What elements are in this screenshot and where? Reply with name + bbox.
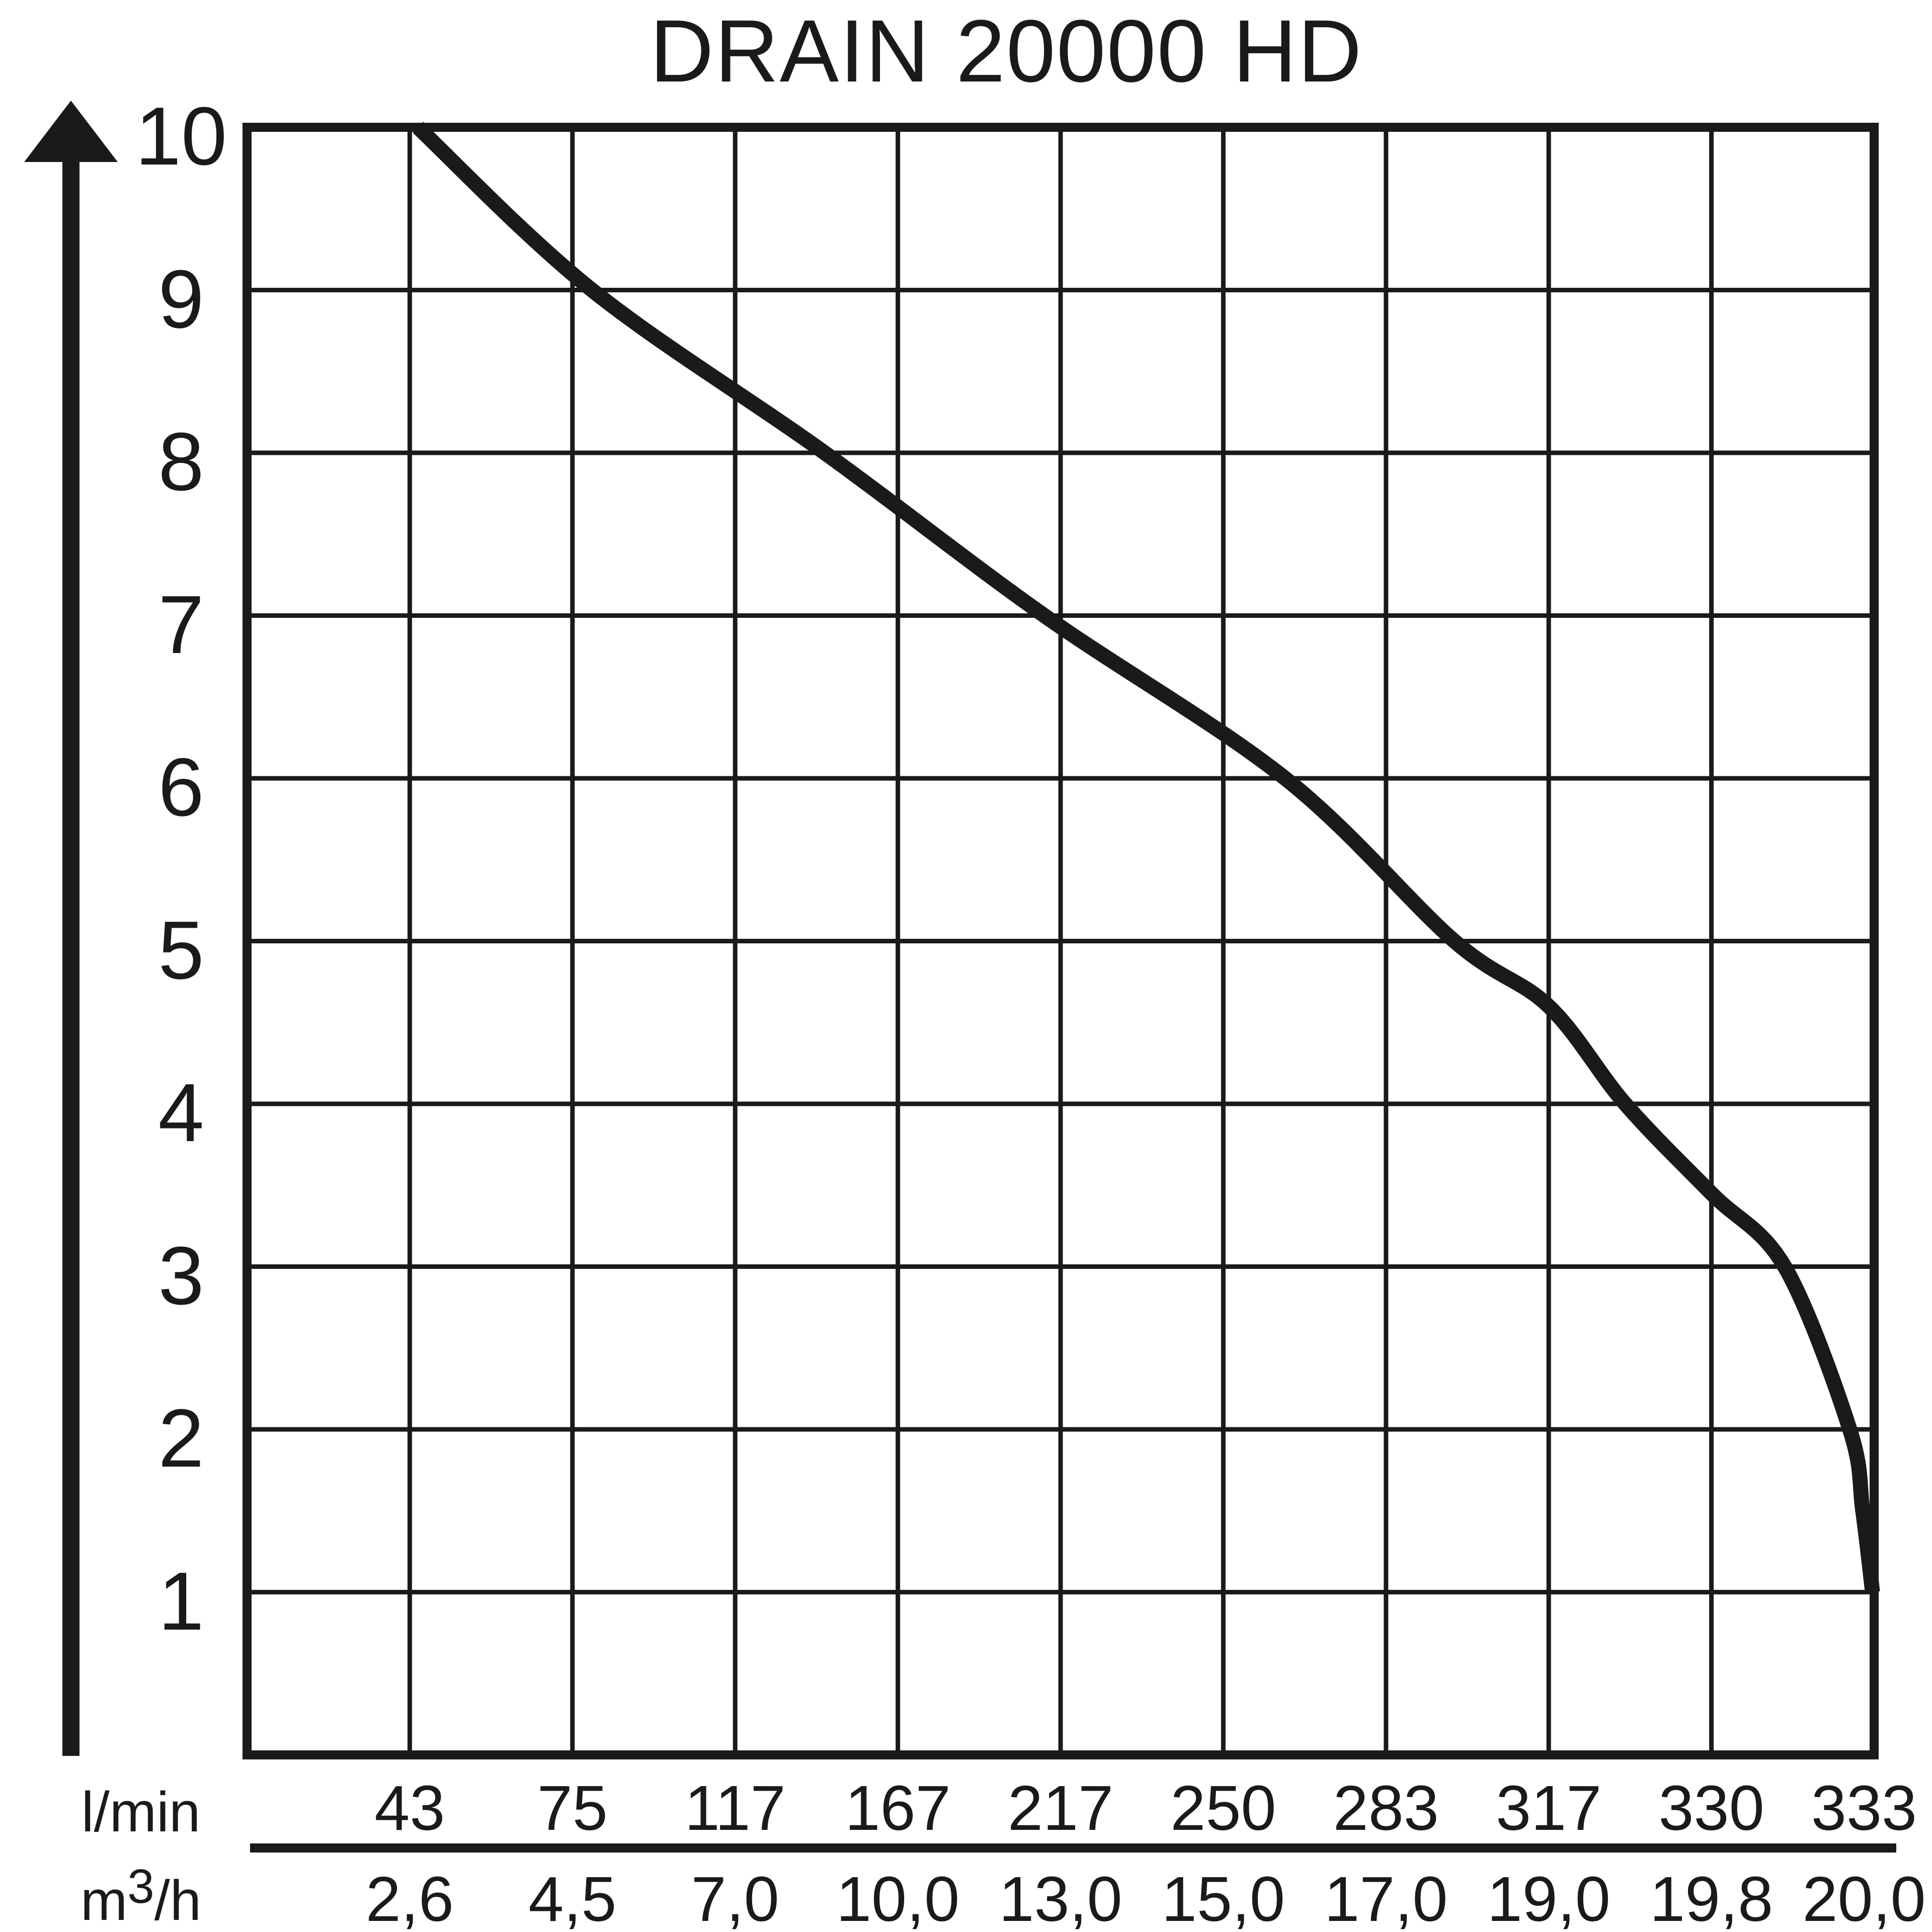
x-tick-m3h: 15,0 [1161,1864,1285,1932]
y-tick-label: 8 [158,416,204,508]
x-tick-lmin: 167 [845,1773,951,1843]
y-tick-label: 10 [135,90,227,182]
y-tick-label: 4 [158,1067,204,1159]
x-tick-lmin: 317 [1496,1773,1602,1843]
x-tick-lmin: 117 [684,1773,786,1843]
y-axis-arrow-shaft [62,158,79,1756]
x-tick-m3h: 13,0 [999,1864,1122,1932]
y-tick-label: 6 [158,741,204,833]
x-tick-m3h: 19,8 [1649,1864,1774,1932]
x-tick-lmin: 330 [1658,1773,1764,1843]
y-tick-label: 2 [158,1392,204,1484]
x-tick-m3h: 2,6 [365,1864,454,1932]
x-axis-unit-m3h: m3/h [45,1860,236,1932]
x-tick-m3h: 10,0 [836,1864,960,1932]
x-axis-unit-lmin: l/min [81,1781,201,1843]
x-axis-unit-m3h-rest: /h [154,1869,202,1932]
plot-border [243,123,1879,1759]
x-tick-m3h: 20,0 [1802,1864,1926,1932]
x-tick-m3h: 17,0 [1324,1864,1448,1932]
x-tick-m3h: 19,0 [1487,1864,1611,1932]
x-tick-lmin: 333 [1811,1773,1917,1843]
y-tick-label: 3 [158,1229,204,1322]
x-tick-m3h: 7,0 [691,1864,779,1932]
x-tick-lmin: 43 [374,1773,445,1843]
y-axis-arrow-head-icon [24,101,118,162]
chart-title: DRAIN 20000 HD [650,2,1363,101]
x-tick-m3h: 4,5 [528,1864,617,1932]
y-tick-label: 5 [158,904,204,996]
x-tick-lmin: 217 [1007,1773,1114,1843]
x-axis-separator-line [250,1843,1896,1853]
x-axis-unit-m3h-base: m [80,1869,128,1932]
x-tick-lmin: 75 [537,1773,608,1843]
y-tick-label: 1 [158,1555,204,1647]
y-tick-label: 9 [158,253,204,345]
x-tick-lmin: 250 [1170,1773,1276,1843]
x-axis-unit-m3h-superscript: 3 [127,1860,154,1913]
pump-curve [413,122,1880,1593]
x-tick-lmin: 283 [1333,1773,1439,1843]
y-tick-label: 7 [158,578,204,671]
